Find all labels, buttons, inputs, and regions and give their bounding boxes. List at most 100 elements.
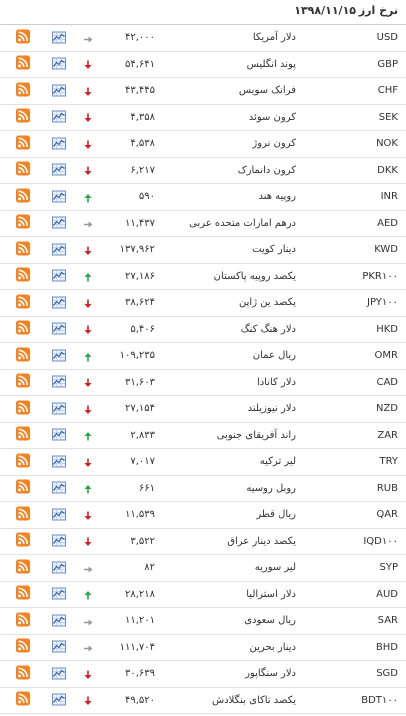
rss-link[interactable] xyxy=(16,611,30,630)
rss-link[interactable] xyxy=(16,108,30,127)
currency-name: لیر ترکیه xyxy=(259,456,296,468)
rss-link[interactable] xyxy=(16,664,30,683)
rss-link[interactable] xyxy=(16,55,30,74)
chart-link[interactable] xyxy=(52,664,66,683)
chart-link[interactable] xyxy=(52,214,66,233)
currency-code: NOK xyxy=(376,138,398,150)
chart-link[interactable] xyxy=(52,293,66,312)
table-row: IQD۱۰۰ یکصد دینار عراق ۳,۵۲۲ xyxy=(0,529,406,555)
currency-code: INR xyxy=(380,191,398,203)
chart-link[interactable] xyxy=(52,532,66,551)
rss-link[interactable] xyxy=(16,452,30,471)
table-row: PKR۱۰۰ یکصد روپیه پاکستان ۲۷,۱۸۶ xyxy=(0,264,406,290)
currency-rate: ۱۱,۵۳۹ xyxy=(124,509,155,521)
rss-link[interactable] xyxy=(16,214,30,233)
rss-link[interactable] xyxy=(16,505,30,524)
chart-link[interactable] xyxy=(52,399,66,418)
rss-link[interactable] xyxy=(16,161,30,180)
table-row: NOK کرون نروژ ۴,۵۳۸ xyxy=(0,131,406,158)
table-row: SEK کرون سوئد ۴,۳۵۸ xyxy=(0,105,406,131)
rss-link[interactable] xyxy=(16,134,30,153)
currency-code: NZD xyxy=(375,403,398,415)
chart-link[interactable] xyxy=(52,373,66,392)
currency-rate: ۴۳,۴۴۵ xyxy=(124,85,155,97)
chart-link[interactable] xyxy=(52,28,66,47)
rss-link[interactable] xyxy=(16,240,30,259)
table-row: AED درهم امارات متحده عربی ۱۱,۴۳۷ xyxy=(0,211,406,237)
chart-link[interactable] xyxy=(52,558,66,577)
chart-link[interactable] xyxy=(52,638,66,657)
currency-rate: ۶,۲۱۷ xyxy=(130,164,155,176)
rss-link[interactable] xyxy=(16,28,30,47)
currency-name: ریال سعودی xyxy=(244,615,296,627)
chart-link[interactable] xyxy=(52,505,66,524)
chart-link[interactable] xyxy=(52,320,66,339)
chart-link[interactable] xyxy=(52,426,66,445)
rss-link[interactable] xyxy=(16,479,30,498)
currency-rate: ۴,۳۵۸ xyxy=(130,111,155,123)
currency-rate: ۱۱۱,۷۰۴ xyxy=(119,641,155,653)
chart-link[interactable] xyxy=(52,55,66,74)
currency-code: IQD۱۰۰ xyxy=(363,535,398,547)
currency-rate: ۳۸,۶۲۴ xyxy=(124,297,155,309)
chart-link[interactable] xyxy=(52,611,66,630)
chart-link[interactable] xyxy=(52,81,66,100)
trend-arrow xyxy=(84,426,92,445)
rss-link[interactable] xyxy=(16,346,30,365)
currency-code: AUD xyxy=(376,588,398,600)
currency-rate: ۴۹,۵۲۰ xyxy=(124,694,155,706)
header-title: نرخ ارز xyxy=(358,4,398,17)
chart-link[interactable] xyxy=(52,108,66,127)
trend-arrow xyxy=(84,585,92,604)
currency-rate: ۲۷,۱۸۶ xyxy=(124,270,155,282)
table-row: NZD دلار نیوزیلند ۲۷,۱۵۴ xyxy=(0,396,406,423)
chart-link[interactable] xyxy=(52,691,66,710)
currency-code: DKK xyxy=(377,164,398,176)
chart-link[interactable] xyxy=(52,346,66,365)
currency-name: کرون دانمارک xyxy=(237,164,296,176)
table-row: CHF فرانک سویس ۴۳,۴۴۵ xyxy=(0,78,406,105)
chart-link[interactable] xyxy=(52,134,66,153)
trend-arrow xyxy=(84,55,92,74)
chart-link[interactable] xyxy=(52,161,66,180)
rss-link[interactable] xyxy=(16,532,30,551)
table-row: ZAR راند آفریقای جنوبی ۲,۸۳۳ xyxy=(0,423,406,449)
currency-rate: ۲۷,۱۵۴ xyxy=(124,403,155,415)
currency-rate: ۱۱,۴۳۷ xyxy=(124,217,155,229)
trend-arrow xyxy=(84,134,92,153)
trend-arrow xyxy=(84,505,92,524)
currency-rate: ۸۲ xyxy=(144,562,155,574)
rss-link[interactable] xyxy=(16,320,30,339)
rss-link[interactable] xyxy=(16,691,30,710)
table-row: AUD دلار استرالیا ۲۸,۲۱۸ xyxy=(0,582,406,608)
rss-link[interactable] xyxy=(16,585,30,604)
table-row: HKD دلار هنگ کنگ ۵,۴۰۶ xyxy=(0,317,406,343)
rss-link[interactable] xyxy=(16,426,30,445)
chart-link[interactable] xyxy=(52,452,66,471)
rss-link[interactable] xyxy=(16,558,30,577)
rss-link[interactable] xyxy=(16,267,30,286)
chart-link[interactable] xyxy=(52,585,66,604)
rss-link[interactable] xyxy=(16,187,30,206)
rss-link[interactable] xyxy=(16,373,30,392)
chart-link[interactable] xyxy=(52,479,66,498)
trend-arrow xyxy=(84,399,92,418)
table-row: BDT۱۰۰ یکصد تاکای بنگلادش ۴۹,۵۲۰ xyxy=(0,688,406,714)
rss-link[interactable] xyxy=(16,81,30,100)
rss-link[interactable] xyxy=(16,638,30,657)
table-row: BHD دینار بحرین ۱۱۱,۷۰۴ xyxy=(0,635,406,661)
table-row: TRY لیر ترکیه ۷,۰۱۷ xyxy=(0,449,406,476)
table-row: INR روپیه هند ۵۹۰ xyxy=(0,184,406,211)
currency-name: دلار کانادا xyxy=(256,376,296,388)
trend-arrow xyxy=(84,161,92,180)
chart-link[interactable] xyxy=(52,267,66,286)
chart-link[interactable] xyxy=(52,187,66,206)
table-row: RUB روبل روسیه ۶۶۱ xyxy=(0,476,406,502)
rss-link[interactable] xyxy=(16,399,30,418)
chart-link[interactable] xyxy=(52,240,66,259)
rss-link[interactable] xyxy=(16,293,30,312)
currency-name: لیر سوریه xyxy=(254,562,296,574)
trend-arrow xyxy=(84,691,92,710)
currency-code: KWD xyxy=(374,244,398,256)
